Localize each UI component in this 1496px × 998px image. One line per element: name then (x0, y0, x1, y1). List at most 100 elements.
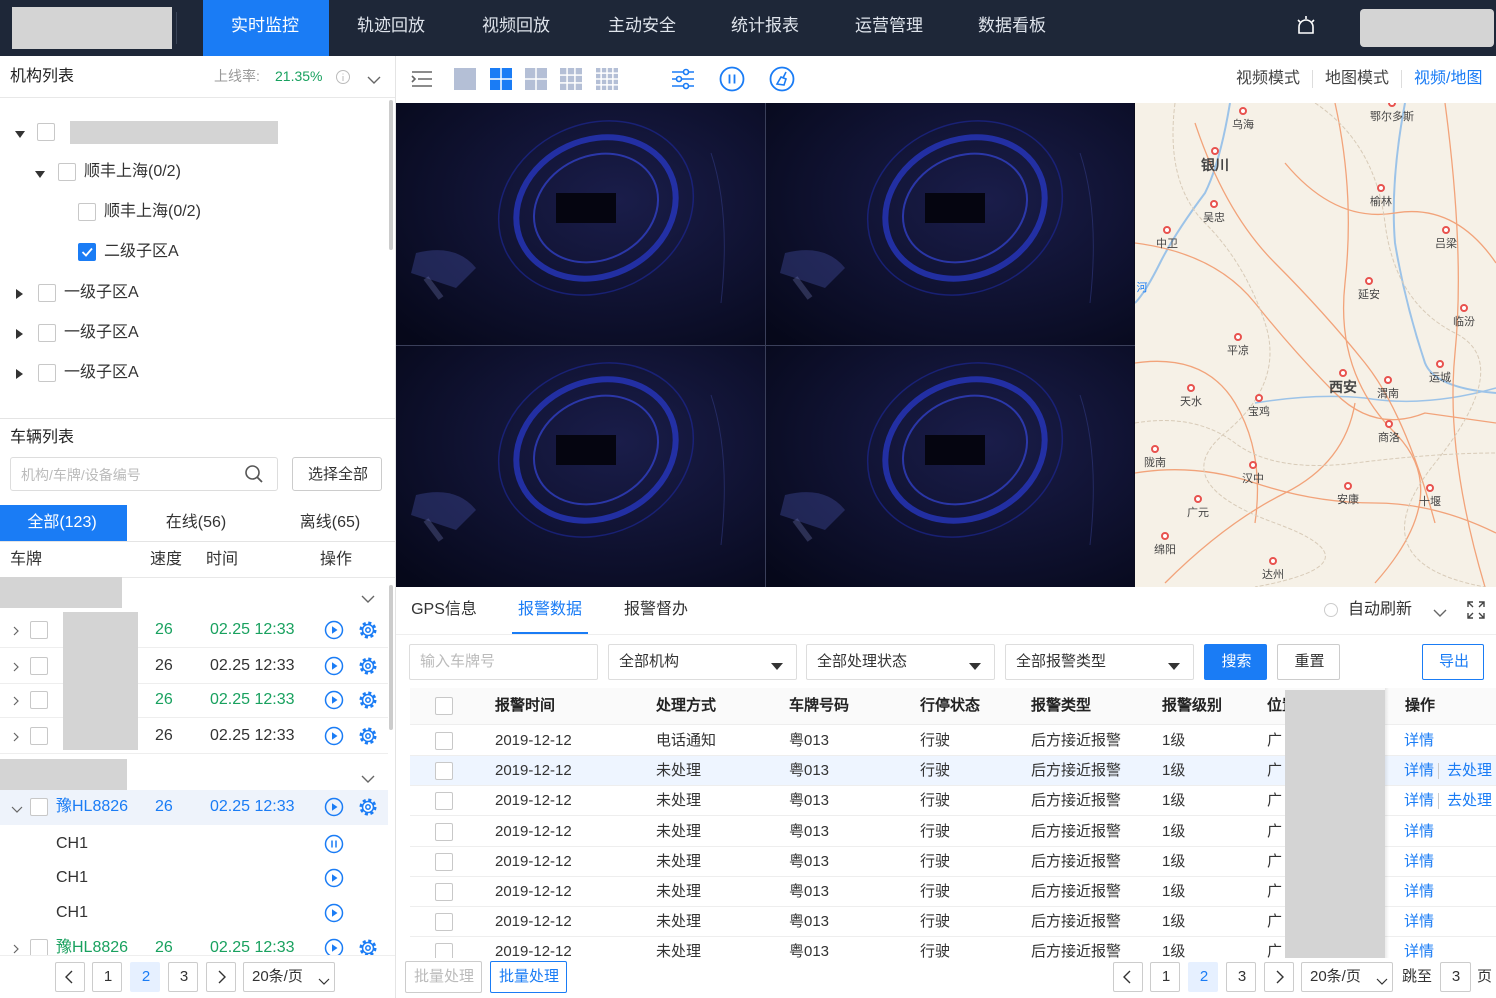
chevron[interactable] (11, 805, 23, 815)
checkbox[interactable] (435, 883, 453, 901)
play-button[interactable] (324, 690, 344, 710)
page-button[interactable] (206, 962, 236, 992)
collapse-icon[interactable] (11, 802, 23, 815)
page-button[interactable]: 3 (1226, 962, 1256, 992)
checkbox[interactable] (38, 364, 56, 382)
expand-icon[interactable] (11, 660, 21, 672)
checkbox[interactable] (435, 822, 453, 841)
checkbox[interactable] (37, 123, 55, 141)
map-marker[interactable] (1163, 226, 1171, 234)
sliders[interactable] (671, 68, 695, 90)
tree-toggle[interactable] (15, 287, 25, 299)
checkbox[interactable] (30, 657, 48, 675)
caret[interactable] (15, 328, 25, 340)
button[interactable]: 导出 (1422, 644, 1484, 680)
play-icon[interactable] (324, 620, 344, 640)
tree-toggle[interactable] (15, 367, 25, 379)
layout-button[interactable] (525, 68, 547, 90)
radio[interactable] (1324, 603, 1338, 617)
alarm-icon[interactable] (1294, 14, 1318, 38)
batch-button[interactable]: 批量处理 (490, 961, 567, 993)
action-link[interactable]: 详情 (1404, 762, 1435, 780)
alarm-bell[interactable] (1294, 14, 1318, 38)
map-marker[interactable] (1210, 200, 1218, 208)
map-marker[interactable] (1194, 495, 1202, 503)
broom-circle[interactable] (769, 66, 795, 92)
nav-item[interactable]: 数据看板 (978, 16, 1046, 35)
action-link[interactable]: 详情 (1404, 852, 1435, 870)
nav-item[interactable]: 统计报表 (731, 16, 799, 35)
grid-layout[interactable] (490, 68, 512, 90)
play-icon[interactable] (324, 690, 344, 710)
chevron[interactable] (360, 774, 376, 784)
info[interactable] (335, 69, 351, 85)
chevron[interactable] (1432, 608, 1448, 618)
page-button[interactable] (1264, 962, 1294, 992)
tab[interactable]: 报警数据 (517, 601, 582, 618)
group-toggle[interactable] (360, 591, 376, 603)
checkbox[interactable] (435, 697, 453, 715)
caret[interactable] (15, 368, 25, 380)
layout-button[interactable] (560, 68, 582, 90)
map-marker[interactable] (1234, 333, 1242, 341)
settings-button[interactable] (357, 655, 379, 677)
nav-item[interactable]: 主动安全 (608, 16, 676, 35)
map-marker[interactable] (1442, 226, 1450, 234)
chevron[interactable] (366, 75, 382, 85)
checkbox[interactable] (30, 621, 48, 639)
jump-input[interactable]: 3 (1440, 962, 1471, 992)
page-size-select[interactable]: 20条/页 (1301, 962, 1393, 992)
menu-icon[interactable] (411, 70, 433, 88)
map-marker[interactable] (1269, 557, 1277, 565)
checkbox[interactable] (435, 732, 453, 750)
plate-input[interactable]: 输入车牌号 (409, 644, 598, 680)
nav-item[interactable]: 视频回放 (482, 16, 550, 35)
pause-all-button[interactable] (719, 66, 745, 92)
play-icon[interactable] (324, 868, 344, 888)
page-button[interactable]: 3 (168, 962, 198, 992)
map-marker[interactable] (1436, 360, 1444, 368)
chevron[interactable] (11, 731, 21, 743)
expand-icon[interactable] (11, 624, 21, 636)
view-mode[interactable]: 地图模式 (1325, 70, 1390, 87)
pause-icon[interactable] (324, 834, 344, 854)
tab[interactable]: GPS信息 (411, 601, 477, 618)
play-icon[interactable] (324, 903, 344, 923)
tab[interactable]: 全部(123) (27, 514, 97, 531)
nav-item[interactable]: 运营管理 (855, 16, 923, 35)
page-button[interactable]: 1 (92, 962, 122, 992)
filter-select[interactable]: 全部处理状态 (806, 644, 995, 680)
button[interactable]: 搜索 (1204, 644, 1267, 680)
checkbox[interactable] (435, 852, 453, 871)
page-button[interactable]: 2 (1188, 962, 1218, 992)
play-button[interactable] (324, 797, 344, 817)
layout-button[interactable] (490, 68, 512, 90)
play-icon[interactable] (324, 726, 344, 746)
settings-icon[interactable] (357, 796, 379, 818)
checkbox[interactable] (58, 163, 76, 181)
filter-select[interactable]: 全部报警类型 (1005, 644, 1194, 680)
settings-icon[interactable] (357, 619, 379, 641)
expand[interactable] (1467, 601, 1485, 619)
map-marker[interactable] (1426, 484, 1434, 492)
view-mode[interactable]: 视频模式 (1236, 70, 1301, 87)
grid-layout[interactable] (596, 68, 618, 90)
map-marker[interactable] (1377, 184, 1385, 192)
settings-button[interactable] (357, 619, 379, 641)
play-button[interactable] (324, 903, 344, 923)
checkbox[interactable] (38, 283, 56, 302)
filter-button[interactable] (671, 68, 695, 90)
map-marker[interactable] (1460, 304, 1468, 312)
grid-layout[interactable] (525, 68, 547, 90)
layout-button[interactable] (454, 68, 476, 90)
action-link[interactable]: 详情 (1404, 943, 1435, 960)
checkbox[interactable] (38, 323, 56, 342)
map-marker[interactable] (1388, 103, 1396, 107)
button[interactable]: 重置 (1277, 644, 1340, 680)
settings-icon[interactable] (357, 725, 379, 747)
map-marker[interactable] (1344, 482, 1352, 490)
nav-item[interactable]: 实时监控 (231, 16, 299, 35)
page-button[interactable] (1113, 962, 1143, 992)
map-marker[interactable] (1211, 147, 1219, 155)
expand-icon[interactable] (11, 942, 21, 954)
